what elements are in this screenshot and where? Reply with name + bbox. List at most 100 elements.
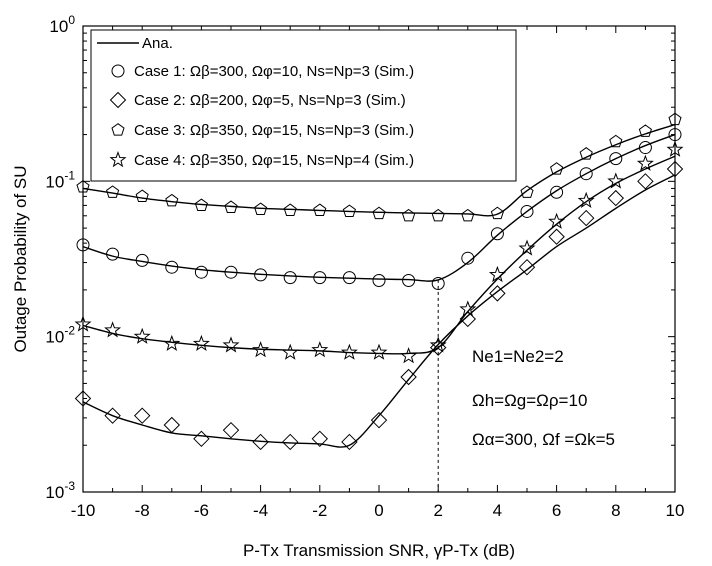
- sim-point-star: [370, 343, 388, 360]
- sim-point-circle: [490, 227, 504, 241]
- x-axis-label: P-Tx Transmission SNR, γP-Tx (dB): [243, 541, 515, 560]
- sim-point-pentagon: [668, 112, 682, 126]
- sim-point-diamond: [577, 209, 595, 227]
- sim-point-diamond: [281, 433, 299, 451]
- sim-point-circle: [135, 253, 149, 267]
- sim-point-pentagon: [283, 203, 297, 216]
- legend-marker-star: [109, 151, 127, 168]
- annotation-omega-alpha: Ωα=300, Ωf =Ωk=5: [472, 430, 615, 449]
- legend-entries: Ana. Case 1: Ωβ=300, Ωφ=10, Ns=Np=3 (Sim.…: [97, 35, 414, 169]
- x-tick-label: 6: [552, 501, 561, 520]
- sim-point-star: [429, 336, 447, 353]
- x-tick-labels: -10 -8 -6 -4 -2 0 2 4 6 8 10: [71, 501, 685, 520]
- y-tick-labels: 10-3 10-2 10-1 100: [45, 13, 75, 502]
- analytical-line-star: [82, 155, 676, 355]
- annotation-block: Ne1=Ne2=2 Ωh=Ωg=Ωρ=10 Ωα=300, Ωf =Ωk=5: [472, 347, 615, 449]
- sim-point-diamond: [489, 285, 506, 302]
- sim-point-circle: [402, 273, 416, 287]
- series-star: [74, 140, 684, 364]
- sim-point-pentagon: [106, 185, 120, 198]
- sim-point-pentagon: [461, 208, 475, 222]
- x-tick-label: 10: [666, 501, 685, 520]
- sim-point-circle: [283, 271, 297, 285]
- sim-point-diamond: [252, 433, 269, 451]
- sim-point-pentagon: [372, 206, 386, 220]
- sim-point-star: [340, 343, 358, 360]
- x-tick-label: -2: [312, 501, 327, 520]
- sim-point-star: [74, 315, 92, 332]
- sim-point-star: [192, 334, 210, 352]
- sim-point-diamond: [311, 430, 329, 448]
- legend-marker-diamond: [109, 91, 127, 109]
- sim-point-pentagon: [342, 204, 356, 218]
- sim-point-star: [281, 343, 299, 360]
- sim-point-circle: [668, 128, 682, 142]
- x-tick-label: -4: [253, 501, 268, 520]
- analytical-line-circle: [82, 133, 676, 282]
- x-tick-label: 8: [611, 501, 620, 520]
- sim-point-diamond: [104, 407, 121, 424]
- sim-point-star: [607, 172, 625, 189]
- sim-point-circle: [106, 247, 120, 261]
- sim-point-circle: [550, 185, 564, 199]
- sim-point-diamond: [607, 189, 625, 207]
- sim-point-star: [400, 347, 418, 364]
- sim-point-pentagon: [313, 203, 327, 216]
- analytical-line-diamond: [82, 174, 676, 448]
- sim-point-diamond: [400, 368, 417, 386]
- x-tick-label: -8: [135, 501, 150, 520]
- legend-label: Case 1: Ωβ=300, Ωφ=10, Ns=Np=3 (Sim.): [134, 63, 414, 80]
- y-axis-label: Outage Probability of SU: [11, 165, 30, 352]
- sim-point-star: [666, 140, 684, 157]
- sim-point-circle: [76, 238, 90, 252]
- sim-point-star: [459, 300, 477, 317]
- x-tick-label: -6: [194, 501, 209, 520]
- sim-point-diamond: [637, 173, 654, 190]
- annotation-ne: Ne1=Ne2=2: [472, 347, 564, 366]
- sim-point-star: [252, 341, 270, 358]
- sim-point-pentagon: [550, 162, 564, 175]
- sim-point-pentagon: [402, 208, 416, 222]
- sim-point-diamond: [548, 228, 565, 245]
- sim-point-star: [222, 336, 240, 353]
- sim-point-pentagon: [76, 180, 90, 193]
- x-tick-label: 2: [433, 501, 442, 520]
- sim-point-circle: [194, 265, 208, 279]
- legend-box: [90, 29, 517, 182]
- y-tick-label: 10-3: [45, 479, 75, 502]
- legend: Ana. Case 1: Ωβ=300, Ωφ=10, Ns=Np=3 (Sim.…: [90, 29, 517, 182]
- sim-point-star: [104, 321, 122, 338]
- sim-point-pentagon: [579, 147, 593, 160]
- sim-point-pentagon: [194, 198, 208, 211]
- legend-label: Case 4: Ωβ=350, Ωφ=15, Ns=Np=4 (Sim.): [134, 152, 414, 169]
- sim-point-circle: [520, 204, 534, 218]
- sim-point-diamond: [341, 433, 358, 451]
- sim-point-pentagon: [254, 202, 268, 215]
- legend-label: Case 2: Ωβ=200, Ωφ=5, Ns=Np=3 (Sim.): [134, 92, 406, 109]
- sim-point-circle: [609, 152, 623, 166]
- sim-point-star: [577, 191, 595, 208]
- y-tick-label: 100: [49, 13, 75, 36]
- plot-area: [74, 25, 684, 493]
- sim-point-circle: [461, 251, 475, 265]
- sim-point-diamond: [163, 416, 181, 434]
- sim-point-circle: [224, 265, 238, 279]
- sim-point-pentagon: [638, 124, 652, 137]
- series-diamond: [74, 160, 684, 451]
- sim-point-pentagon: [224, 200, 238, 213]
- sim-point-circle: [372, 273, 386, 287]
- sim-point-diamond: [133, 407, 151, 424]
- sim-point-star: [133, 327, 151, 344]
- sim-point-diamond: [222, 421, 240, 439]
- y-tick-label: 10-1: [45, 168, 75, 191]
- sim-point-star: [311, 341, 329, 358]
- x-tick-label: -10: [71, 501, 96, 520]
- analytical-line-pentagon: [82, 123, 676, 217]
- sim-point-star: [636, 154, 654, 171]
- legend-label: Ana.: [142, 35, 173, 52]
- sim-point-pentagon: [520, 185, 534, 198]
- sim-point-diamond: [370, 411, 388, 429]
- series-pentagon: [76, 112, 682, 222]
- sim-point-pentagon: [135, 189, 149, 202]
